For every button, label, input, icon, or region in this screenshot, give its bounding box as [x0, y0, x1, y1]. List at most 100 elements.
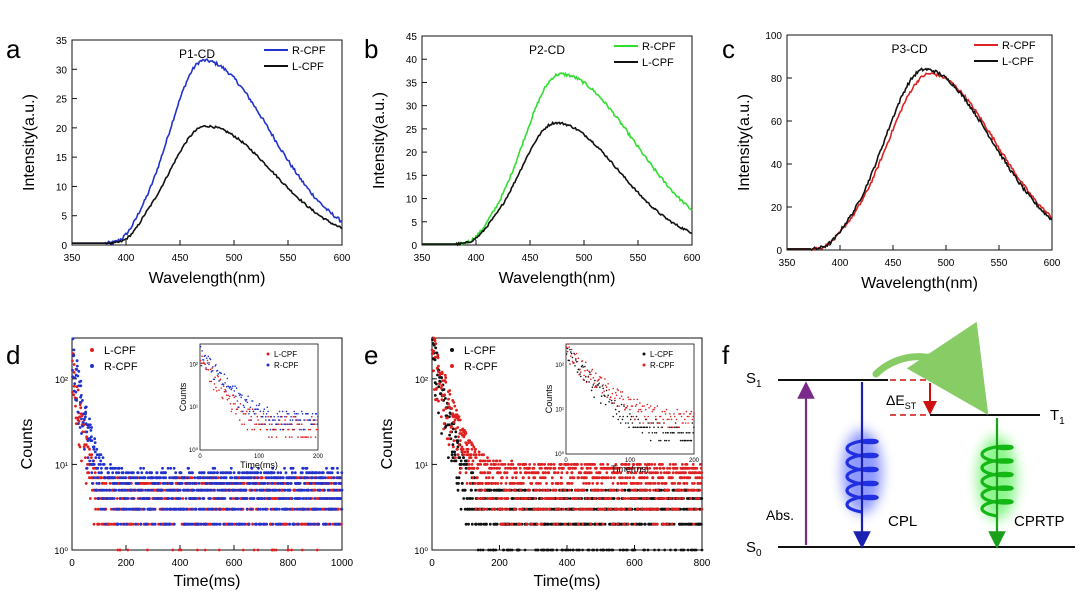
data-point: [483, 471, 486, 475]
data-point: [254, 522, 258, 526]
x-tick-label: 800: [280, 558, 297, 569]
data-point: [482, 497, 485, 500]
data-point: [611, 482, 615, 485]
data-point: [221, 488, 225, 492]
inset-point: [622, 398, 624, 401]
data-point: [234, 482, 238, 485]
data-point: [288, 507, 292, 511]
data-point: [97, 482, 101, 485]
data-point: [112, 476, 116, 480]
data-point: [202, 497, 206, 500]
data-point: [628, 488, 632, 492]
data-point: [176, 488, 180, 492]
data-point: [94, 507, 97, 511]
data-point: [575, 497, 579, 500]
data-point: [474, 447, 477, 451]
data-point: [691, 463, 695, 466]
data-point: [92, 522, 96, 526]
data-point: [624, 497, 628, 500]
data-point: [665, 497, 669, 500]
data-point: [337, 507, 340, 511]
inset-point: [284, 419, 286, 421]
data-point: [657, 482, 661, 485]
data-point: [653, 482, 657, 485]
data-point: [669, 497, 673, 500]
data-point: [434, 346, 438, 350]
data-point: [255, 471, 259, 475]
data-point: [449, 426, 453, 429]
data-point: [309, 522, 313, 526]
inset-point: [668, 439, 670, 442]
inset-point: [280, 415, 282, 418]
data-point: [503, 507, 507, 511]
data-point: [230, 476, 234, 480]
data-point: [84, 405, 88, 409]
legend-label: L-CPF: [642, 57, 674, 69]
data-point: [653, 548, 656, 552]
x-tick-label: 450: [885, 258, 902, 269]
data-point: [432, 369, 435, 373]
data-point: [482, 507, 485, 511]
inset-point: [629, 418, 632, 421]
data-point: [164, 471, 167, 475]
data-point: [168, 522, 172, 526]
inset-point: [639, 408, 642, 411]
data-point: [340, 507, 344, 511]
inset-point: [262, 410, 265, 413]
inset-point: [232, 403, 235, 405]
data-point: [132, 522, 135, 526]
inset-point: [209, 358, 212, 361]
series-line-r-cpf: [72, 58, 343, 246]
data-point: [249, 476, 253, 480]
inset-point: [666, 418, 669, 421]
data-point: [638, 488, 642, 492]
data-point: [91, 482, 94, 485]
data-point: [652, 488, 655, 492]
data-point: [456, 453, 460, 457]
inset-point: [226, 377, 229, 380]
data-point: [246, 471, 250, 475]
data-point: [547, 463, 550, 466]
data-point: [492, 459, 495, 463]
inset-point: [673, 413, 675, 415]
data-point: [162, 507, 166, 511]
data-point: [92, 447, 96, 451]
data-point: [699, 522, 703, 526]
data-point: [223, 488, 227, 492]
data-point: [202, 507, 206, 511]
data-point: [306, 507, 310, 511]
data-point: [618, 548, 622, 552]
inset-point: [215, 364, 217, 366]
data-point: [513, 507, 517, 511]
data-point: [146, 548, 149, 552]
data-point: [578, 507, 582, 511]
data-point: [304, 476, 307, 480]
data-point: [439, 415, 443, 419]
data-point: [499, 507, 502, 511]
data-point: [303, 507, 307, 511]
data-point: [311, 476, 314, 480]
data-point: [442, 408, 445, 412]
inset-legend-marker: [266, 363, 270, 367]
y-tick-label: 60: [771, 117, 783, 128]
data-point: [640, 507, 644, 511]
data-point: [215, 482, 218, 485]
data-point: [81, 399, 84, 402]
data-point: [612, 522, 616, 526]
data-point: [483, 488, 487, 492]
data-point: [599, 488, 603, 492]
data-point: [458, 439, 462, 442]
inset-point: [679, 413, 682, 415]
data-point: [305, 466, 309, 470]
inset-point: [255, 423, 258, 426]
data-point: [536, 471, 540, 475]
data-point: [671, 476, 674, 480]
data-point: [543, 463, 547, 466]
data-point: [199, 476, 202, 480]
inset-series-r-cpf: [199, 345, 319, 431]
data-point: [479, 522, 483, 526]
data-point: [524, 488, 527, 492]
data-point: [114, 488, 118, 492]
inset-point: [600, 395, 603, 398]
inset-point: [298, 419, 300, 421]
